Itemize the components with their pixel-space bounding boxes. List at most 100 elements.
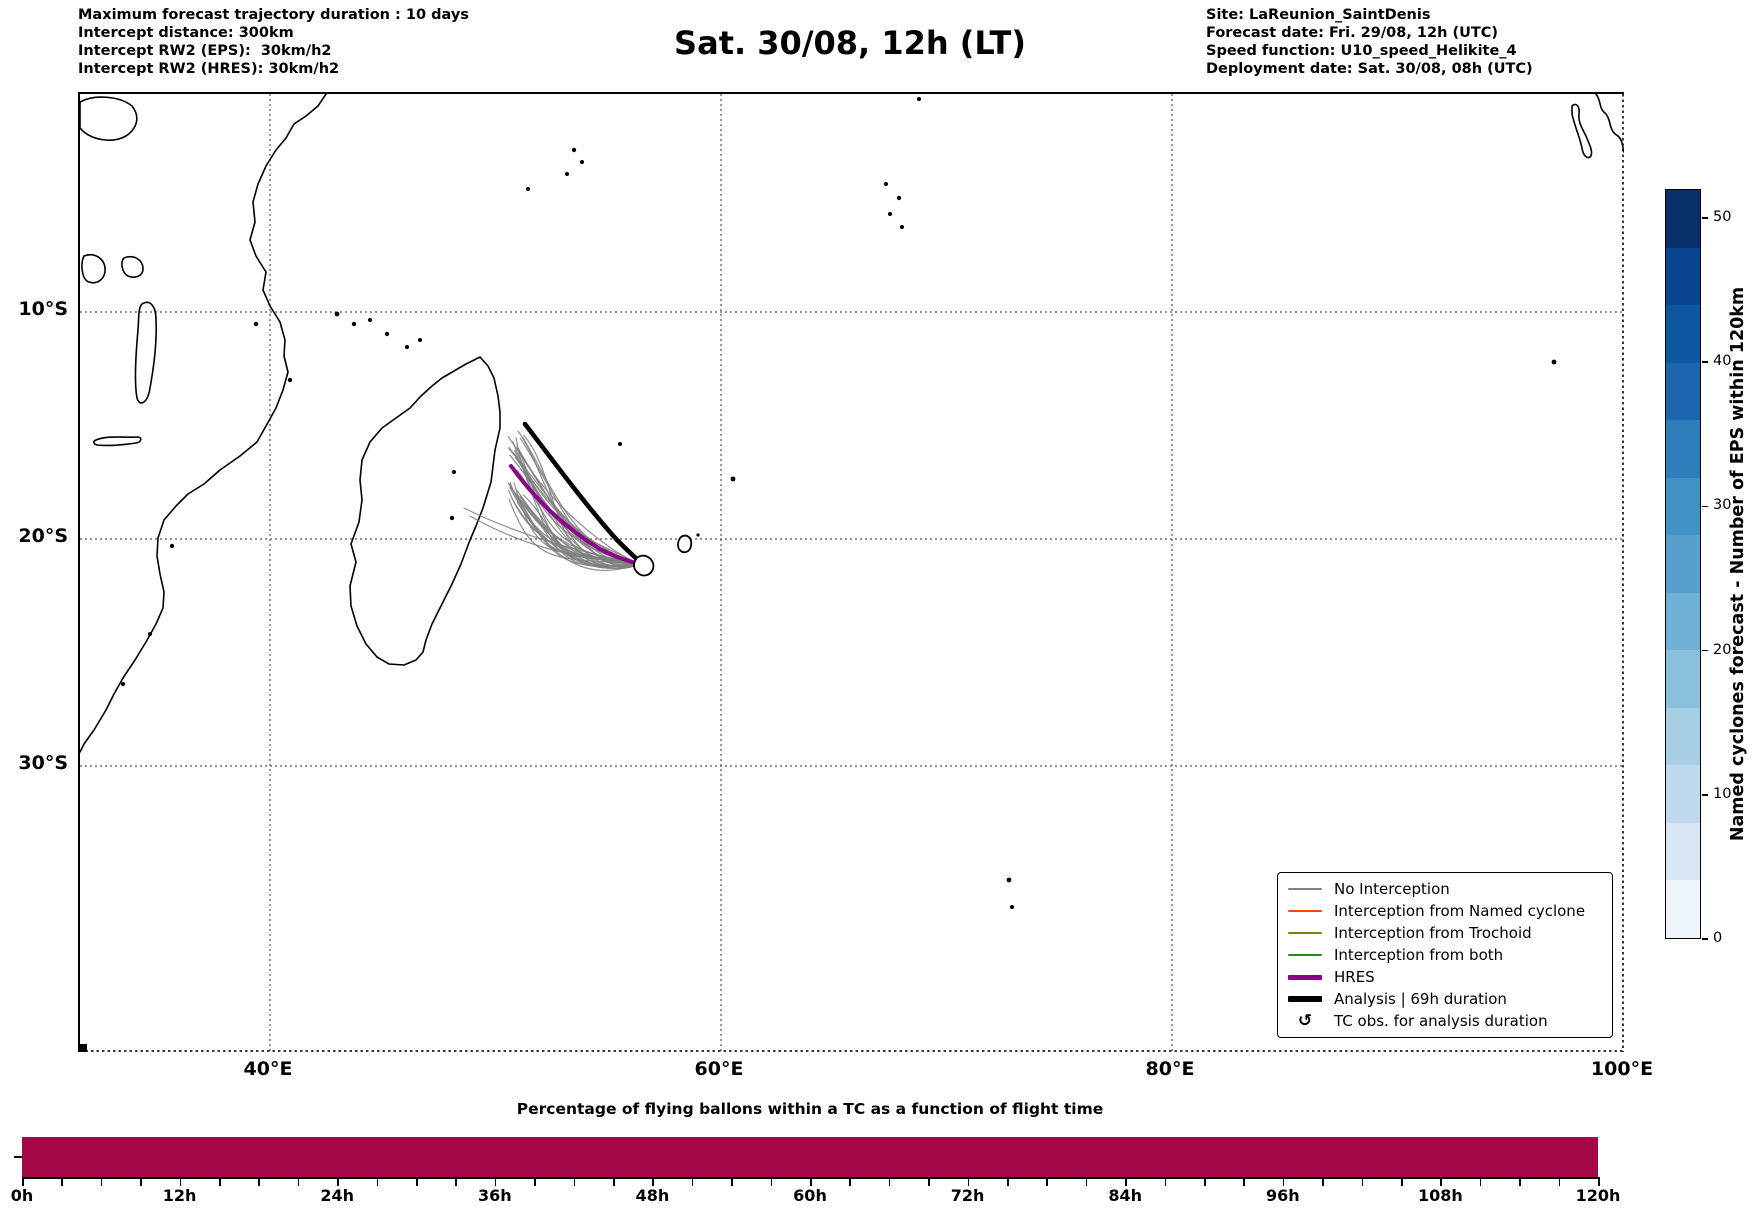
cahora-bassa-lake bbox=[93, 436, 142, 447]
colorbar-step bbox=[1666, 420, 1700, 478]
mascarene-islands bbox=[633, 533, 700, 577]
colorbar-tick-label: 50 bbox=[1713, 208, 1732, 225]
bottom-axis-tick bbox=[849, 1179, 851, 1186]
madagascar-coastline bbox=[349, 356, 501, 666]
site-line: Deployment date: Sat. 30/08, 08h (UTC) bbox=[1206, 61, 1533, 77]
bottom-axis-tick bbox=[337, 1179, 339, 1186]
legend-item: Interception from both bbox=[1288, 946, 1602, 964]
colorbar-tick bbox=[1702, 361, 1708, 363]
bottom-axis-tick-label: 0h bbox=[10, 1186, 34, 1205]
legend-line-swatch bbox=[1288, 910, 1322, 912]
bottom-axis-tick bbox=[455, 1179, 457, 1186]
map-panel bbox=[78, 92, 1624, 1052]
tc-obs-icon: ↺ bbox=[1297, 1011, 1313, 1031]
hres-trajectory bbox=[509, 464, 643, 566]
legend-line-swatch bbox=[1288, 932, 1322, 934]
legend-item-label: Interception from both bbox=[1334, 946, 1504, 964]
colorbar bbox=[1665, 189, 1701, 939]
bottom-axis-tick bbox=[1243, 1179, 1245, 1186]
legend-line-swatch bbox=[1288, 996, 1322, 1002]
legend-item: ↺ TC obs. for analysis duration bbox=[1288, 1012, 1602, 1030]
site-info: Site: LaReunion_SaintDenis Forecast date:… bbox=[1206, 6, 1533, 78]
bottom-axis-tick bbox=[179, 1179, 182, 1186]
bottom-axis-tick bbox=[534, 1179, 536, 1186]
bottom-axis-tick bbox=[1046, 1179, 1048, 1186]
colorbar-step bbox=[1666, 880, 1700, 938]
bottom-axis-tick bbox=[652, 1179, 654, 1186]
bottom-axis-tick bbox=[1440, 1179, 1442, 1186]
site-line: Speed function: U10_speed_Helikite_4 bbox=[1206, 43, 1517, 59]
bottom-axis-tick-label: 24h bbox=[320, 1186, 355, 1205]
bottom-axis-tick bbox=[810, 1179, 812, 1186]
y-tick-10s: 10°S bbox=[18, 298, 68, 320]
bottom-axis-tick bbox=[1085, 1179, 1088, 1186]
bottom-axis-tick bbox=[297, 1179, 300, 1186]
colorbar-tick bbox=[1702, 793, 1708, 796]
colorbar-tick-label: 0 bbox=[1713, 930, 1723, 946]
bottom-axis-tick bbox=[140, 1179, 142, 1186]
bottom-axis-tick-label: 120h bbox=[1575, 1186, 1621, 1205]
lake-rukwa bbox=[121, 255, 144, 278]
x-tick-100e: 100°E bbox=[1590, 1058, 1654, 1080]
bottom-axis-tick bbox=[967, 1179, 970, 1186]
bottom-axis-tick bbox=[1007, 1179, 1009, 1186]
bottom-axis-tick bbox=[258, 1179, 260, 1186]
coastlines bbox=[80, 94, 1624, 753]
bottom-axis-tick bbox=[1322, 1179, 1324, 1186]
bottom-chart-ytick bbox=[14, 1156, 22, 1158]
colorbar-step bbox=[1666, 765, 1700, 823]
bottom-chart-title: Percentage of flying ballons within a TC… bbox=[516, 1100, 1104, 1118]
bottom-axis-tick-label: 36h bbox=[477, 1186, 512, 1205]
gridlines bbox=[80, 94, 1624, 1052]
param-line: Intercept RW2 (HRES): 30km/h2 bbox=[78, 61, 340, 77]
bottom-axis-tick-label: 84h bbox=[1108, 1186, 1143, 1205]
colorbar-step bbox=[1666, 707, 1700, 766]
bottom-axis-tick-label: 72h bbox=[950, 1186, 985, 1205]
y-tick-20s: 20°S bbox=[18, 525, 68, 547]
legend-item-label: HRES bbox=[1334, 968, 1375, 986]
site-line: Forecast date: Fri. 29/08, 12h (UTC) bbox=[1206, 25, 1499, 41]
bottom-axis-tick bbox=[219, 1179, 221, 1186]
colorbar-step bbox=[1666, 190, 1700, 248]
bottom-axis-tick bbox=[928, 1179, 930, 1186]
param-line: Intercept RW2 (EPS): 30km/h2 bbox=[78, 43, 332, 59]
bottom-axis-tick bbox=[888, 1179, 891, 1186]
colorbar-tick bbox=[1702, 938, 1708, 940]
legend-item-label: TC obs. for analysis duration bbox=[1334, 1012, 1548, 1030]
bottom-axis-tick bbox=[61, 1179, 63, 1186]
rodrigues-speck bbox=[696, 533, 700, 537]
legend-item: Analysis | 69h duration bbox=[1288, 990, 1602, 1008]
bottom-axis-tick bbox=[1519, 1179, 1521, 1186]
colorbar-step bbox=[1666, 822, 1700, 881]
bottom-axis-tick-label: 96h bbox=[1265, 1186, 1300, 1205]
bottom-chart-bar bbox=[22, 1137, 1598, 1177]
bottom-chart-axis bbox=[22, 1177, 1600, 1179]
colorbar-step bbox=[1666, 247, 1700, 306]
bottom-axis-tick bbox=[613, 1179, 615, 1186]
legend-line-swatch bbox=[1288, 974, 1322, 980]
x-tick-80e: 80°E bbox=[1145, 1058, 1195, 1080]
bottom-axis-tick-label: 60h bbox=[793, 1186, 827, 1205]
x-tick-40e: 40°E bbox=[243, 1058, 293, 1080]
legend-item: HRES bbox=[1288, 968, 1602, 986]
bottom-axis-tick bbox=[376, 1179, 379, 1186]
lake-malawi bbox=[134, 301, 157, 404]
eps-member-trajectory bbox=[516, 445, 640, 567]
eps-member-trajectory bbox=[463, 507, 640, 565]
lake-victoria bbox=[80, 96, 138, 141]
sumatra-coastline bbox=[1595, 94, 1624, 153]
legend-line-swatch bbox=[1288, 888, 1322, 890]
eps-member-trajectory bbox=[516, 446, 640, 565]
colorbar-step bbox=[1666, 592, 1700, 651]
param-line: Intercept distance: 300km bbox=[78, 25, 294, 41]
page-title: Sat. 30/08, 12h (LT) bbox=[674, 24, 1026, 62]
map-canvas bbox=[80, 94, 1624, 1052]
la-reunion-island bbox=[633, 554, 655, 577]
colorbar-step bbox=[1666, 305, 1700, 363]
colorbar-step bbox=[1666, 477, 1700, 536]
bottom-axis-tick bbox=[1125, 1179, 1127, 1186]
lake-tanganyika-tip bbox=[81, 253, 106, 284]
x-tick-60e: 60°E bbox=[694, 1058, 744, 1080]
mauritius-island bbox=[677, 534, 693, 554]
